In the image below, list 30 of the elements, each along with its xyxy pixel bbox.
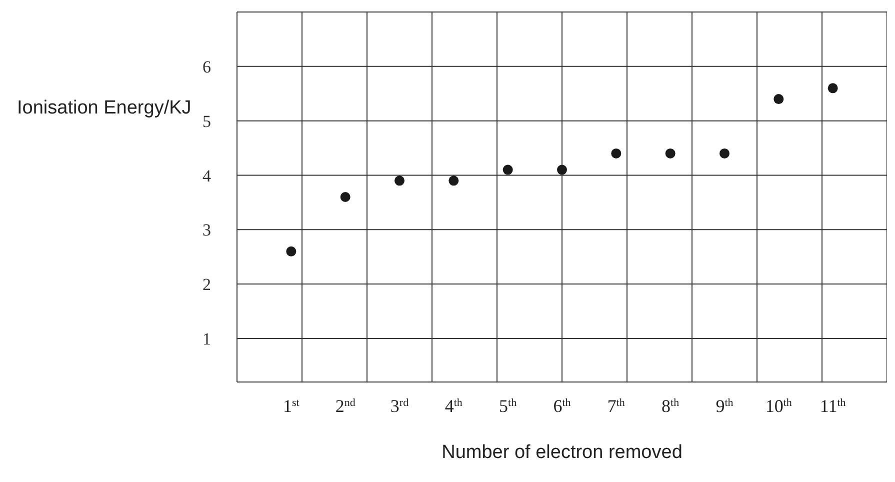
point	[557, 164, 567, 175]
x-tick-label: 10$^{th}$	[765, 396, 792, 416]
point	[340, 192, 350, 202]
point	[774, 94, 784, 104]
x-tick-label: 11$^{th}$	[820, 396, 846, 416]
x-tick-label: 5$^{th}$	[499, 396, 518, 416]
point	[502, 164, 513, 175]
y-tick-label: 5	[202, 112, 211, 131]
point	[828, 83, 838, 94]
x-tick-label: 8$^{th}$	[662, 396, 680, 416]
y-tick-label: 3	[202, 220, 211, 240]
x-tick-label: 2$^{nd}$	[335, 396, 356, 416]
y-axis-title: Ionisation Energy/KJ	[17, 98, 192, 119]
y-tick-label: 4	[202, 166, 212, 186]
x-tick-label: 7$^{th}$	[607, 396, 626, 416]
x-tick-label: 4$^{th}$	[444, 396, 463, 416]
x-axis-title: Number of electron removed	[442, 442, 682, 463]
point	[394, 176, 404, 186]
y-tick-label: 2	[202, 275, 211, 294]
y-tick-label: 1	[202, 330, 211, 349]
point	[665, 148, 676, 158]
point	[720, 148, 730, 158]
y-tick-label: 6	[202, 57, 211, 76]
point	[611, 148, 622, 158]
x-tick-label: 9$^{th}$	[716, 396, 734, 416]
point	[286, 246, 296, 256]
x-tick-label: 1$^{st}$	[282, 396, 300, 416]
x-tick-label: 6$^{th}$	[553, 396, 572, 416]
point	[448, 176, 459, 186]
x-tick-label: 3$^{rd}$	[390, 396, 410, 416]
